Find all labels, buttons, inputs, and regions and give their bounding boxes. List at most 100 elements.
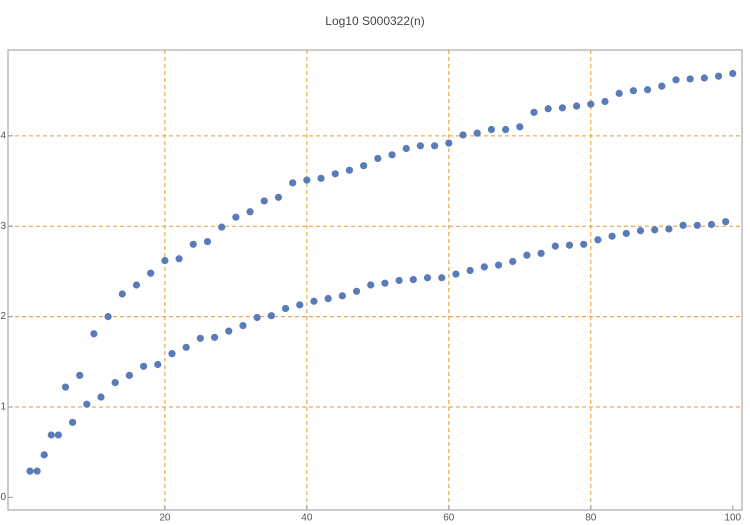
point	[622, 229, 630, 238]
point	[360, 162, 368, 170]
point	[324, 294, 332, 303]
point	[210, 333, 219, 341]
point	[679, 221, 687, 229]
point	[416, 142, 425, 150]
point	[281, 304, 290, 313]
point	[246, 208, 254, 216]
point	[303, 176, 311, 184]
point	[345, 166, 354, 174]
x-tick-label: 40	[301, 513, 313, 524]
point	[232, 213, 240, 221]
point	[629, 87, 637, 95]
point	[196, 334, 204, 342]
point	[139, 362, 148, 370]
point	[225, 327, 233, 335]
point	[253, 313, 261, 322]
point	[374, 154, 382, 163]
point	[509, 257, 517, 266]
point	[438, 274, 446, 282]
point	[111, 378, 119, 387]
point	[459, 131, 467, 139]
point	[68, 418, 77, 426]
point	[395, 276, 403, 285]
point	[104, 313, 112, 321]
point	[76, 371, 84, 379]
point	[182, 343, 190, 351]
point	[239, 322, 247, 330]
point	[33, 467, 41, 475]
point	[83, 400, 91, 408]
point	[615, 89, 623, 97]
point	[409, 275, 417, 284]
y-tick-label: 3	[0, 221, 6, 232]
point	[310, 297, 318, 305]
point	[203, 237, 212, 246]
point	[338, 292, 346, 300]
point	[431, 142, 439, 150]
point	[154, 360, 162, 369]
point	[636, 227, 645, 235]
point	[707, 220, 716, 229]
point	[402, 144, 410, 153]
point	[551, 242, 559, 250]
x-tick-label: 80	[585, 513, 597, 524]
point	[544, 105, 552, 113]
point	[132, 281, 141, 289]
point	[530, 108, 538, 116]
point	[296, 301, 304, 309]
point	[580, 240, 588, 248]
point	[125, 371, 133, 379]
point	[601, 97, 609, 106]
plot-frame	[7, 49, 743, 511]
point	[147, 269, 155, 277]
point	[502, 125, 510, 134]
point	[367, 281, 375, 289]
point	[289, 179, 297, 187]
point	[26, 467, 34, 475]
point	[267, 312, 275, 320]
point	[480, 263, 488, 271]
chart-title: Log10 S000322(n)	[325, 14, 424, 28]
point	[516, 123, 524, 131]
point	[161, 256, 169, 265]
y-tick-label: 1	[0, 402, 6, 413]
point	[487, 125, 496, 134]
point	[729, 69, 737, 78]
point	[381, 279, 389, 287]
point	[523, 251, 531, 259]
point	[54, 431, 63, 439]
point	[608, 232, 616, 240]
point	[594, 236, 602, 244]
point	[651, 226, 659, 234]
point	[565, 241, 574, 249]
x-tick-label: 100	[724, 513, 741, 524]
point	[587, 100, 595, 108]
point	[473, 129, 481, 137]
point	[672, 76, 680, 84]
point	[494, 261, 503, 269]
point	[317, 174, 325, 182]
point	[700, 74, 708, 82]
point	[693, 221, 701, 229]
x-tick-label: 20	[159, 513, 171, 524]
point	[175, 255, 183, 263]
x-tick-label: 60	[443, 513, 455, 524]
point	[331, 170, 339, 178]
point	[40, 451, 48, 459]
point	[260, 197, 268, 205]
point	[714, 72, 723, 80]
point	[61, 383, 70, 391]
point	[665, 225, 673, 233]
point	[573, 102, 581, 110]
point	[388, 151, 396, 159]
point	[274, 193, 283, 201]
point	[90, 330, 98, 338]
point	[558, 104, 567, 112]
point	[218, 223, 226, 231]
point	[537, 249, 545, 257]
point	[47, 431, 55, 439]
point	[445, 139, 453, 147]
point	[686, 75, 694, 83]
y-tick-label: 4	[0, 130, 6, 141]
